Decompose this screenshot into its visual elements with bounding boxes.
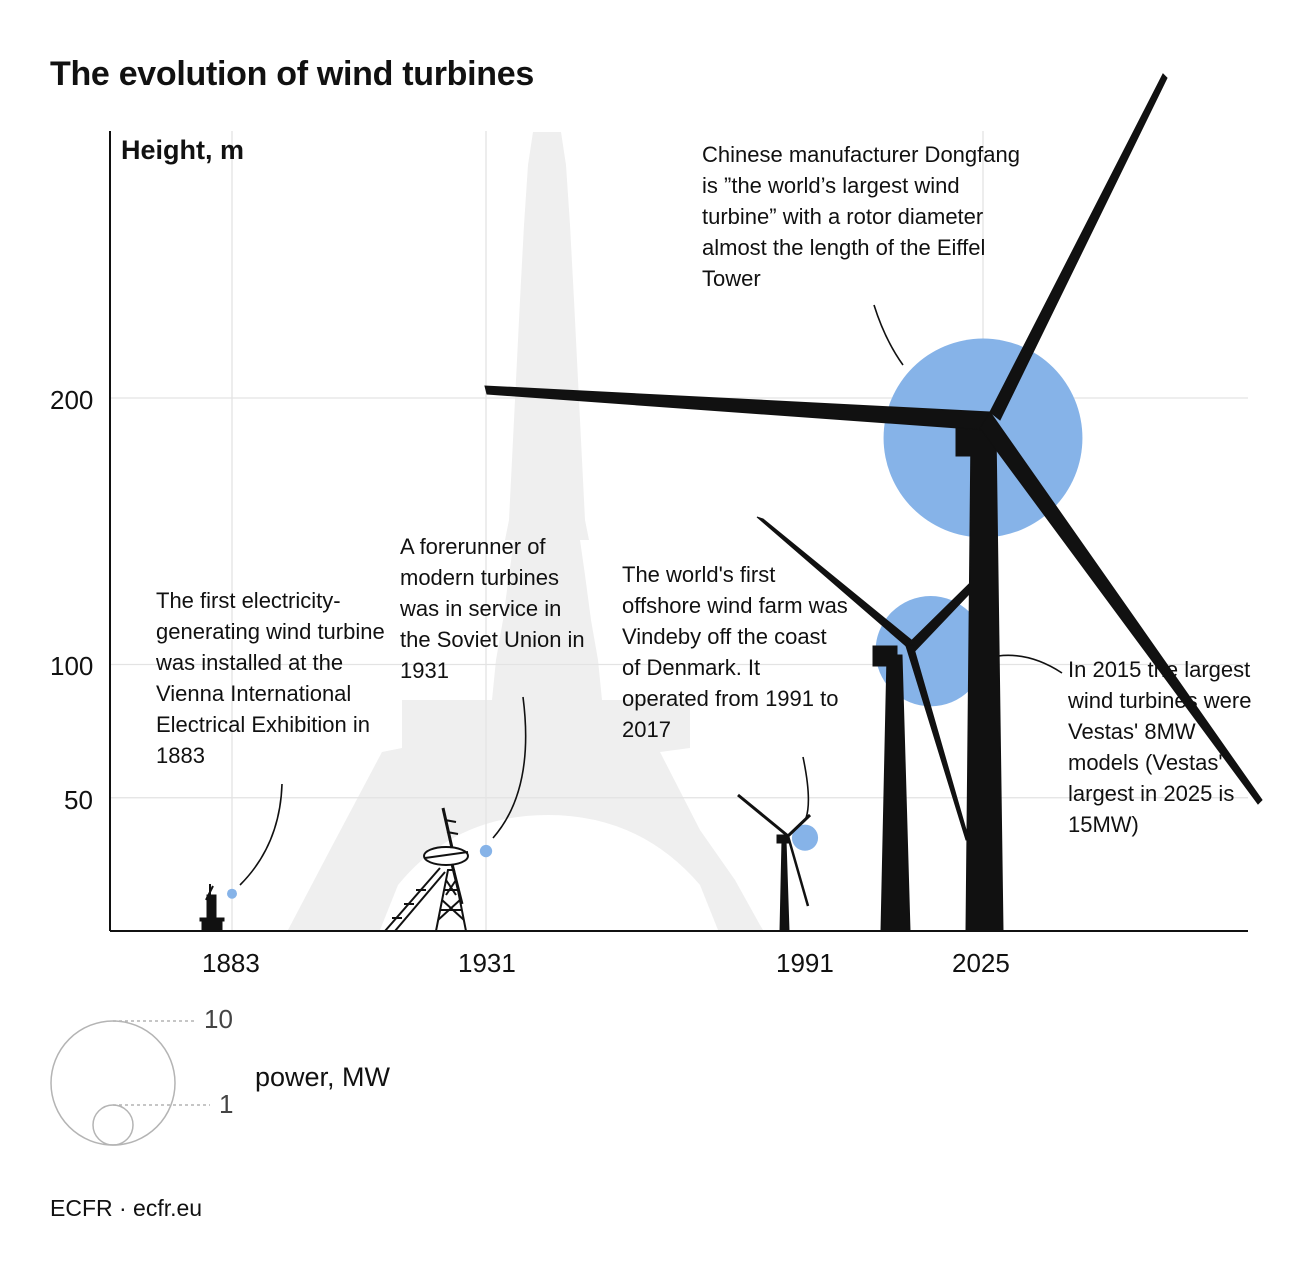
annotation-2025: Chinese manufacturer Dongfang is ”the wo… bbox=[702, 142, 1020, 291]
turbine-2025-silhouette bbox=[484, 73, 1263, 932]
leader-2025 bbox=[873, 304, 904, 366]
legend-circle-1 bbox=[92, 1104, 134, 1146]
source-footer: ECFR · ecfr.eu bbox=[50, 1195, 203, 1221]
legend-circle-10 bbox=[50, 1020, 176, 1146]
turbine-1883-silhouette bbox=[199, 884, 225, 932]
x-tick-label: 2025 bbox=[952, 948, 1010, 978]
power-bubble bbox=[791, 824, 819, 851]
leader-1991 bbox=[802, 756, 810, 819]
annotation-leaders bbox=[239, 304, 1063, 886]
y-tick-label: 200 bbox=[50, 385, 94, 415]
annotation-1931: A forerunner of modern turbines was in s… bbox=[400, 534, 585, 683]
turbine-1991-silhouette bbox=[737, 793, 812, 932]
annotation-1883: The first electricity-generating wind tu… bbox=[156, 588, 385, 768]
annotation-1991: The world's first offshore wind farm was… bbox=[622, 562, 848, 742]
x-tick-label: 1883 bbox=[202, 948, 260, 978]
chart-title: The evolution of wind turbines bbox=[50, 55, 534, 93]
y-tick-label: 100 bbox=[50, 651, 94, 681]
y-axis-title: Height, m bbox=[121, 135, 245, 165]
leader-2015 bbox=[997, 654, 1063, 674]
turbine-2015-silhouette bbox=[756, 516, 975, 932]
y-tick-label: 50 bbox=[64, 785, 93, 815]
annotation-2015: In 2015 the largest wind turbines were V… bbox=[1068, 657, 1252, 837]
leader-1883 bbox=[239, 783, 283, 886]
x-tick-label: 1991 bbox=[776, 948, 834, 978]
power-bubble bbox=[479, 844, 493, 858]
size-legend bbox=[50, 1020, 210, 1146]
power-bubble bbox=[227, 888, 237, 899]
leader-1931 bbox=[492, 696, 527, 839]
x-tick-label: 1931 bbox=[458, 948, 516, 978]
legend-value-10: 10 bbox=[204, 1004, 233, 1034]
legend-value-1: 1 bbox=[219, 1089, 234, 1119]
eiffel-tower-silhouette bbox=[288, 132, 763, 930]
size-legend-label: power, MW bbox=[255, 1062, 391, 1092]
gridlines bbox=[110, 131, 1248, 931]
turbine-1931-silhouette bbox=[384, 807, 469, 932]
